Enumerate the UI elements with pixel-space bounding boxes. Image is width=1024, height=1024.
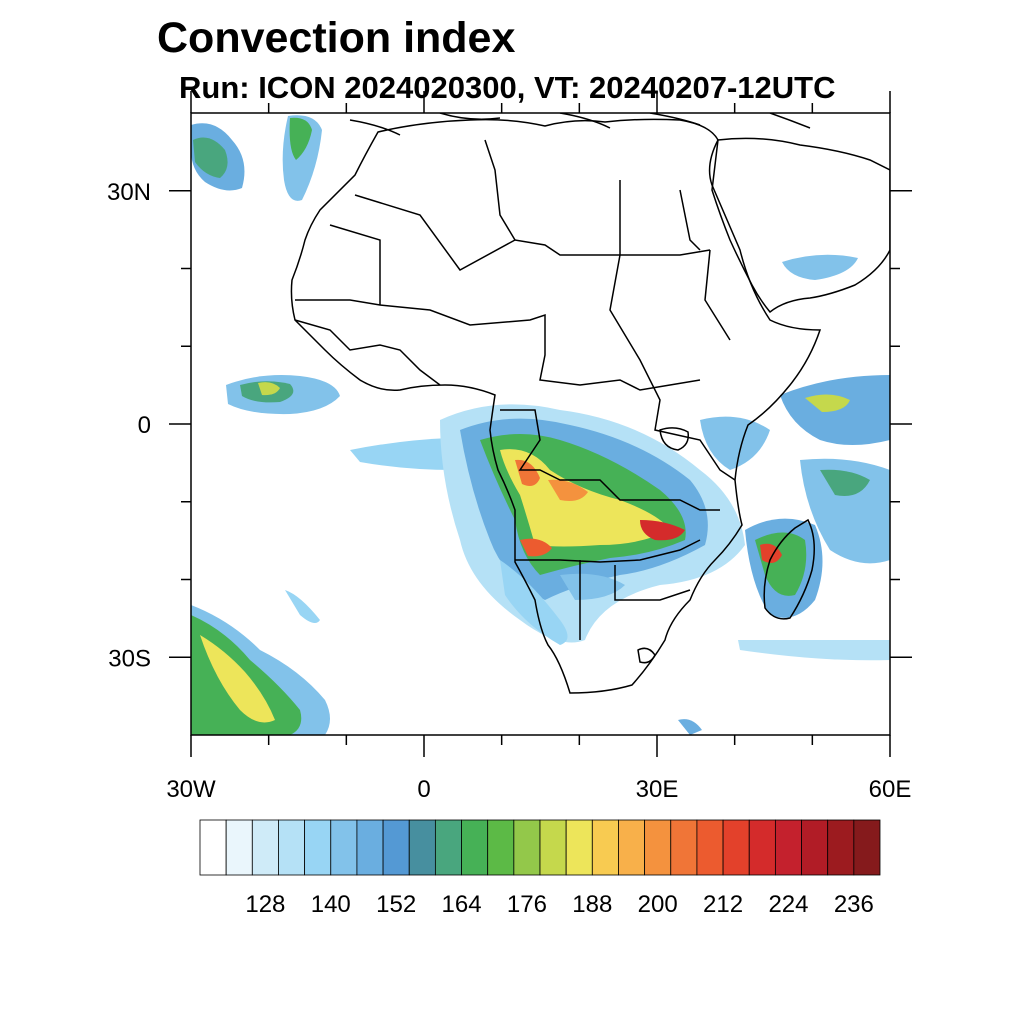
field-east-africa [700,416,770,470]
colorbar-swatch [278,819,306,876]
colorbar-swatch [618,819,646,876]
field-namibia-band [500,560,568,645]
colorbar-tick-label: 128 [245,891,285,918]
colorbar-swatch [513,819,541,876]
map-title: Convection index [157,14,516,62]
field-w-indian-ocean-core [805,394,850,412]
colorbar-swatch [722,819,750,876]
field-arabia [782,254,858,280]
axis-tick-labels: 30W 0 30E 60E 30N 0 30S [107,179,911,803]
colorbar-swatch [539,819,567,876]
colorbar-swatch [774,819,802,876]
field-angola-peak [548,479,588,501]
colorbar-swatch [748,819,776,876]
border-north [354,194,711,271]
field-congo-peak [515,459,540,486]
field-central-africa-yellow [500,449,670,547]
colorbar-swatch [199,819,227,876]
field-nw-atlantic-core [193,137,228,178]
convection-field [191,115,890,735]
field-zambia-peak [640,520,685,541]
colorbar-tick-label: 200 [638,891,678,918]
colorbar-swatch [330,819,358,876]
colorbar-swatch [565,819,593,876]
field-indian-ocean-east [800,458,890,564]
madagascar-coastline [763,518,815,620]
colorbar-tick-label: 236 [834,891,874,918]
lake-victoria [659,427,690,451]
colorbar-tick-label: 212 [703,891,743,918]
colorbar-swatch [487,819,515,876]
colorbar-tick-label: 152 [376,891,416,918]
field-indian-ocean-east-core [820,469,870,496]
colorbar-swatch [801,819,829,876]
lat-tick-label: 0 [138,412,151,439]
colorbar-tick-label: 188 [572,891,612,918]
europe-coastline [349,113,811,136]
lon-tick-label: 30E [636,776,679,803]
lon-tick-label: 30W [166,776,216,803]
colorbar-tick-label: 140 [311,891,351,918]
colorbar-swatch [225,819,253,876]
lon-tick-label: 60E [869,776,912,803]
colorbar-swatch [434,819,462,876]
colorbar-labels: 128 140 152 164 176 188 200 212 224 236 [245,891,874,918]
arabia-coastline [711,137,890,314]
lesotho-outline [637,647,656,664]
border-west [294,224,441,386]
field-s-atlantic-yellow [200,635,275,723]
field-sw-indian-blob [678,719,702,735]
border-sahara [484,139,701,255]
border-sahel [295,299,701,391]
field-small-blob [285,590,320,624]
colorbar [199,819,881,876]
border-east [609,249,736,481]
colorbar-swatch [408,819,436,876]
colorbar-tick-label: 164 [442,891,482,918]
coastlines [290,113,890,694]
lat-tick-label: 30N [107,179,151,206]
colorbar-swatch [461,819,489,876]
africa-coastline [290,118,822,694]
colorbar-swatch [304,819,332,876]
field-canary-core [289,117,312,160]
border-central [500,409,720,511]
field-guinea-band [350,438,462,470]
colorbar-swatch [853,819,881,876]
colorbar-swatch [591,819,619,876]
colorbar-swatch [827,819,855,876]
colorbar-swatch [670,819,698,876]
colorbar-swatch [251,819,279,876]
lon-tick-label: 0 [417,776,430,803]
lat-tick-label: 30S [108,645,151,672]
colorbar-tick-label: 176 [507,891,547,918]
field-s-indian-ocean [738,640,890,661]
colorbar-swatch [644,819,672,876]
colorbar-swatch [382,819,410,876]
border-south [515,539,701,640]
colorbar-tick-label: 224 [768,891,808,918]
field-eq-atlantic-peak [258,382,280,396]
field-botswana [560,573,625,600]
field-angola-south-peak [520,538,552,557]
colorbar-swatch [696,819,724,876]
map-subtitle: Run: ICON 2024020300, VT: 20240207-12UTC [179,70,836,105]
axis-ticks [169,91,912,757]
colorbar-swatch [356,819,384,876]
